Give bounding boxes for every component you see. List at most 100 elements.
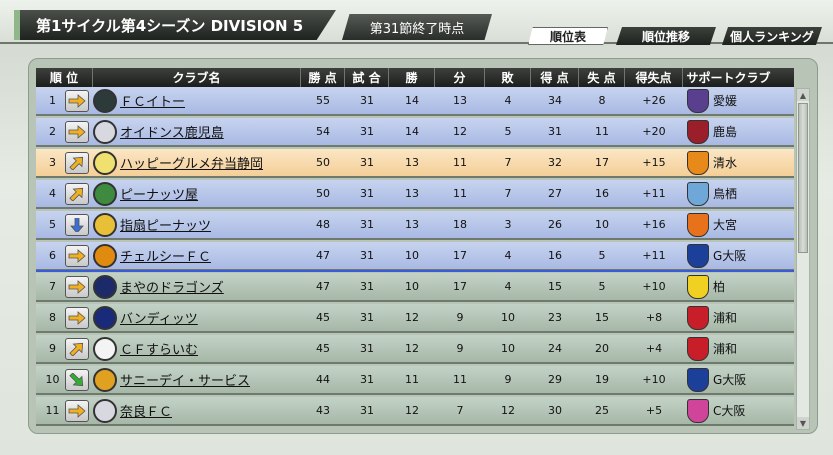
played-value: 31 [360, 342, 374, 355]
goal-diff-value: +8 [645, 311, 663, 324]
drawn-value: 11 [453, 156, 467, 169]
club-emblem-icon [93, 212, 117, 237]
goals-for-value: 34 [548, 94, 562, 107]
won-value: 14 [405, 125, 419, 138]
club-name-link[interactable]: 奈良ＦＣ [120, 405, 173, 420]
table-row[interactable]: 3 ハッピーグルメ弁当静岡 50 31 13 11 7 32 17 +15 清水 [36, 149, 794, 178]
lost-value: 7 [504, 187, 512, 200]
lost-value: 10 [501, 342, 515, 355]
scroll-thumb[interactable] [798, 103, 808, 253]
support-club-name: 鳥栖 [713, 187, 738, 201]
goals-against-value: 8 [598, 94, 606, 107]
support-club-emblem-icon [687, 88, 709, 113]
goals-against-value: 11 [595, 125, 609, 138]
goals-for-value: 32 [548, 156, 562, 169]
club-name-link[interactable]: バンディッツ [120, 312, 198, 327]
lost-value: 3 [504, 218, 512, 231]
played-value: 31 [360, 373, 374, 386]
goals-against-value: 15 [595, 311, 609, 324]
club-name-link[interactable]: ピーナッツ屋 [120, 188, 199, 203]
trend-arrow-icon [64, 151, 89, 174]
club-emblem-icon [93, 274, 117, 299]
goal-diff-value: +16 [642, 218, 666, 231]
goals-for-value: 30 [548, 404, 562, 417]
played-value: 31 [360, 311, 374, 324]
club-name-link[interactable]: まやのドラゴンズ [120, 281, 224, 296]
won-value: 12 [405, 311, 419, 324]
tab-rank-history[interactable]: 順位推移 [616, 27, 716, 45]
trend-arrow-icon [64, 306, 89, 329]
goals-for-value: 27 [548, 187, 562, 200]
drawn-value: 9 [456, 342, 464, 355]
goals-against-value: 20 [595, 342, 609, 355]
support-club-emblem-icon [687, 150, 709, 175]
rank-number: 6 [49, 249, 56, 262]
support-club-name: G大阪 [713, 249, 747, 263]
goals-against-value: 19 [595, 373, 609, 386]
lost-value: 9 [504, 373, 512, 386]
drawn-value: 11 [453, 373, 467, 386]
won-value: 13 [405, 218, 419, 231]
scroll-down-icon[interactable]: ▼ [797, 417, 809, 429]
club-emblem-icon [93, 119, 117, 144]
drawn-value: 12 [453, 125, 467, 138]
scrollbar[interactable]: ▲ ▼ [796, 88, 810, 430]
table-row[interactable]: 6 チェルシーＦＣ 47 31 10 17 4 16 5 +11 G大阪 [36, 242, 794, 271]
table-row[interactable]: 10 サニーデイ・サービス 44 31 11 11 9 29 19 +10 G大阪 [36, 366, 794, 395]
table-row[interactable]: 7 まやのドラゴンズ 47 31 10 17 4 15 5 +10 柏 [36, 273, 794, 302]
goals-against-value: 5 [598, 249, 606, 262]
played-value: 31 [360, 94, 374, 107]
support-club-name: 鹿島 [713, 125, 738, 139]
support-club-emblem-icon [687, 119, 709, 144]
club-name-link[interactable]: オイドンス鹿児島 [120, 126, 224, 141]
tab-standings[interactable]: 順位表 [528, 27, 608, 45]
points-value: 45 [316, 342, 330, 355]
trend-arrow-icon [64, 89, 89, 112]
trend-arrow-icon [64, 244, 89, 267]
lost-value: 4 [504, 249, 512, 262]
rank-number: 11 [45, 404, 60, 417]
support-club-name: 浦和 [713, 311, 738, 325]
won-value: 12 [405, 342, 419, 355]
table-row[interactable]: 4 ピーナッツ屋 50 31 13 11 7 27 16 +11 鳥栖 [36, 180, 794, 209]
table-row[interactable]: 1 ＦＣイトー 55 31 14 13 4 34 8 +26 愛媛 [36, 87, 794, 116]
support-club-emblem-icon [687, 212, 709, 237]
club-emblem-icon [93, 181, 117, 206]
club-name-link[interactable]: 指扇ピーナッツ [120, 219, 212, 234]
club-name-link[interactable]: ハッピーグルメ弁当静岡 [120, 157, 264, 172]
goal-diff-value: +20 [642, 125, 666, 138]
points-value: 47 [316, 249, 330, 262]
drawn-value: 13 [453, 94, 467, 107]
support-club-name: 愛媛 [713, 94, 738, 108]
support-club-emblem-icon [687, 336, 709, 361]
club-emblem-icon [93, 305, 117, 330]
won-value: 12 [405, 404, 419, 417]
goals-for-value: 16 [548, 249, 562, 262]
club-emblem-icon [93, 336, 117, 361]
tab-player-ranking[interactable]: 個人ランキング [722, 27, 822, 45]
goal-diff-value: +15 [642, 156, 666, 169]
rank-number: 8 [49, 311, 56, 324]
rank-number: 9 [49, 342, 56, 355]
table-row[interactable]: 9 ＣＦすらいむ 45 31 12 9 10 24 20 +4 浦和 [36, 335, 794, 364]
club-name-link[interactable]: サニーデイ・サービス [120, 374, 251, 389]
table-row[interactable]: 2 オイドンス鹿児島 54 31 14 12 5 31 11 +20 鹿島 [36, 118, 794, 147]
lost-value: 10 [501, 311, 515, 324]
col-drawn: 分 [435, 68, 485, 87]
table-row[interactable]: 11 奈良ＦＣ 43 31 12 7 12 30 25 +5 C大阪 [36, 397, 794, 426]
col-club: クラブ名 [93, 68, 301, 87]
scroll-up-icon[interactable]: ▲ [797, 89, 809, 101]
club-name-link[interactable]: ＣＦすらいむ [120, 343, 199, 358]
table-row[interactable]: 5 指扇ピーナッツ 48 31 13 18 3 26 10 +16 大宮 [36, 211, 794, 240]
rank-number: 4 [49, 187, 56, 200]
support-club-name: G大阪 [713, 373, 747, 387]
table-row[interactable]: 8 バンディッツ 45 31 12 9 10 23 15 +8 浦和 [36, 304, 794, 333]
promotion-line [36, 270, 794, 272]
played-value: 31 [360, 249, 374, 262]
points-value: 55 [316, 94, 330, 107]
points-value: 48 [316, 218, 330, 231]
club-name-link[interactable]: チェルシーＦＣ [120, 250, 212, 265]
goals-against-value: 17 [595, 156, 609, 169]
points-value: 50 [316, 156, 330, 169]
club-name-link[interactable]: ＦＣイトー [120, 95, 186, 110]
